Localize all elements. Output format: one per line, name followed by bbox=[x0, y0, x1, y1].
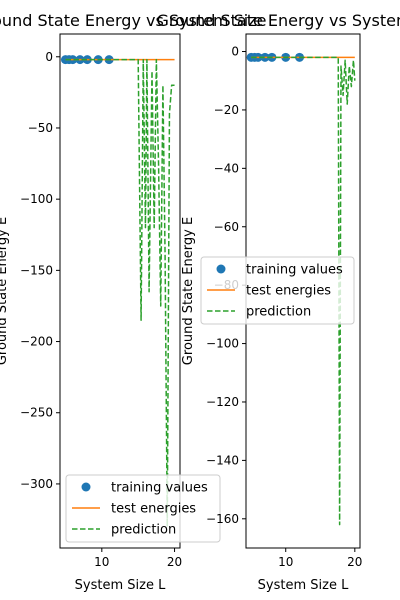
x-tick-label: 20 bbox=[347, 555, 362, 569]
legend-marker bbox=[82, 483, 91, 492]
x-axis-label: System Size L bbox=[75, 578, 166, 593]
y-tick-label: −100 bbox=[20, 192, 53, 206]
y-tick-label: −300 bbox=[20, 477, 53, 491]
y-tick-label: −150 bbox=[20, 263, 53, 277]
y-tick-label: −50 bbox=[28, 121, 53, 135]
y-tick-label: −140 bbox=[206, 453, 239, 467]
y-tick-label: 0 bbox=[231, 45, 239, 59]
legend-label: training values bbox=[111, 481, 208, 496]
y-tick-label: −40 bbox=[214, 161, 239, 175]
y-tick-label: −60 bbox=[214, 220, 239, 234]
legend-marker bbox=[217, 265, 226, 274]
plot-area bbox=[61, 55, 175, 527]
y-axis-label: Ground State Energy E bbox=[0, 217, 10, 365]
y-tick-label: −100 bbox=[206, 337, 239, 351]
y-tick-label: −200 bbox=[20, 335, 53, 349]
chart-title: Ground State Energy vs System Size bbox=[157, 11, 400, 30]
x-tick-label: 10 bbox=[94, 555, 109, 569]
x-tick-label: 20 bbox=[167, 555, 182, 569]
y-tick-label: −20 bbox=[214, 103, 239, 117]
prediction-line bbox=[65, 60, 174, 527]
y-tick-label: −250 bbox=[20, 406, 53, 420]
x-axis-label: System Size L bbox=[258, 578, 349, 593]
legend-label: test energies bbox=[111, 502, 196, 517]
legend: training values test energies prediction bbox=[66, 475, 220, 542]
legend: training values test energies prediction bbox=[201, 257, 354, 324]
legend-label: training values bbox=[246, 263, 343, 278]
y-axis-label: Ground State Energy E bbox=[181, 217, 196, 365]
x-tick-label: 10 bbox=[278, 555, 293, 569]
y-tick-label: 0 bbox=[45, 50, 53, 64]
legend-label: test energies bbox=[246, 284, 331, 299]
y-tick-label: −120 bbox=[206, 395, 239, 409]
legend-label: prediction bbox=[246, 305, 311, 320]
legend-label: prediction bbox=[111, 523, 176, 538]
y-tick-label: −160 bbox=[206, 512, 239, 526]
